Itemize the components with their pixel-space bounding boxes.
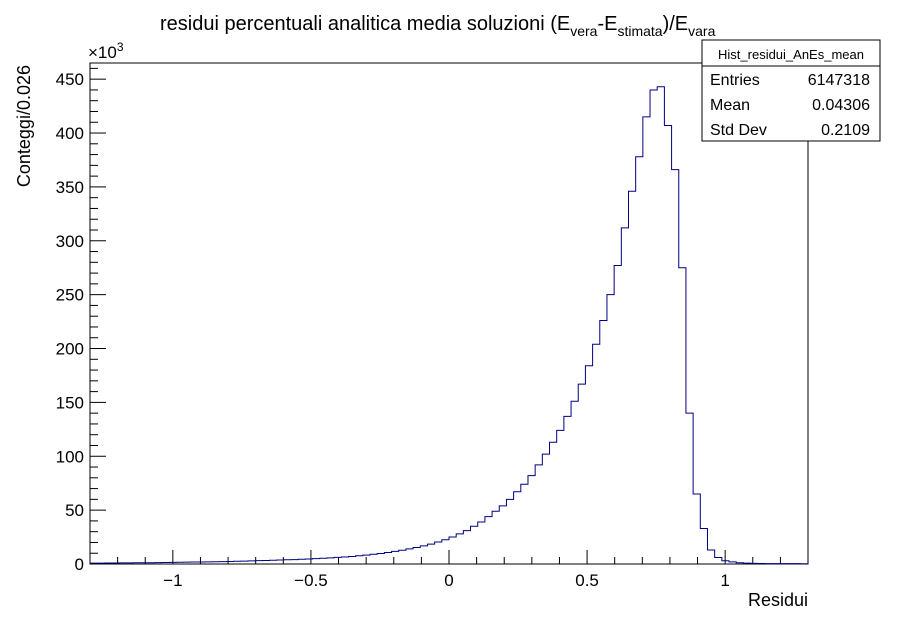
- x-tick-label: 0.5: [575, 571, 599, 590]
- stats-histogram-name: Hist_residui_AnEs_mean: [718, 47, 864, 62]
- y-tick-label: 300: [56, 232, 84, 251]
- y-tick-label: 50: [65, 501, 84, 520]
- chart-title: residui percentuali analitica media solu…: [160, 13, 716, 39]
- y-tick-label: 400: [56, 124, 84, 143]
- x-tick-label: 0: [444, 571, 453, 590]
- histogram-series: [89, 86, 808, 565]
- stats-value-entries: 6147318: [808, 72, 870, 89]
- stats-label-stddev: Std Dev: [710, 122, 767, 139]
- y-tick-label: 0: [75, 555, 84, 574]
- y-tick-label: 200: [56, 340, 84, 359]
- stats-value-mean: 0.04306: [812, 97, 870, 114]
- stats-value-stddev: 0.2109: [821, 122, 870, 139]
- y-tick-label: 450: [56, 70, 84, 89]
- stats-label-entries: Entries: [710, 72, 760, 89]
- plot-frame: [89, 62, 809, 565]
- stats-box-frame: [701, 39, 881, 142]
- axis-tick-labels: −1 −0.5 0 0.5 1 0 50 100 150 200 250 300 350 400 450: [56, 70, 730, 590]
- y-tick-label: 150: [56, 393, 84, 412]
- y-tick-label: 100: [56, 447, 84, 466]
- x-tick-label: −0.5: [294, 571, 328, 590]
- y-tick-label: 250: [56, 286, 84, 305]
- x-axis-title: Residui: [748, 590, 808, 610]
- x-tick-label: −1: [163, 571, 182, 590]
- axis-ticks: [89, 67, 809, 565]
- y-axis-multiplier: ×103: [88, 40, 124, 62]
- stats-label-mean: Mean: [710, 97, 750, 114]
- stats-box: Hist_residui_AnEs_mean Entries 6147318 M…: [701, 39, 881, 142]
- y-axis-title: Conteggi/0.026: [14, 65, 34, 187]
- x-tick-label: 1: [720, 571, 729, 590]
- y-tick-label: 350: [56, 178, 84, 197]
